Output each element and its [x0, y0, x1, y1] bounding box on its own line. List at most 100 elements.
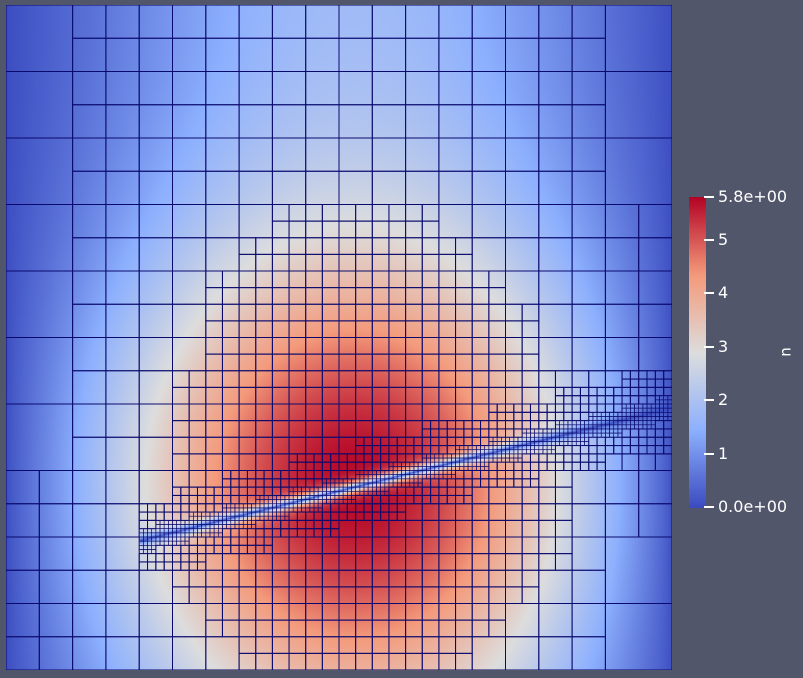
mesh-cell — [251, 520, 257, 525]
mesh-cell — [188, 586, 207, 604]
mesh-cell — [301, 486, 307, 492]
mesh-cell — [338, 71, 373, 106]
mesh-cell — [205, 520, 211, 525]
mesh-cell — [554, 470, 573, 488]
mesh-cell — [271, 220, 290, 239]
mesh-cell — [271, 370, 290, 388]
mesh-cell — [388, 470, 394, 475]
mesh-cell — [550, 428, 556, 434]
mesh-cell — [538, 370, 556, 388]
mesh-cell — [463, 457, 469, 463]
mesh-cell — [259, 503, 265, 509]
mesh-cell — [396, 478, 402, 484]
mesh-cell — [609, 416, 615, 421]
mesh-cell — [221, 536, 232, 546]
mesh-cell — [604, 470, 640, 505]
mesh-cell — [571, 569, 606, 604]
mesh-cell — [484, 466, 490, 471]
mesh-cell — [642, 412, 648, 417]
mesh-cell — [138, 532, 144, 538]
mesh-cell — [305, 507, 311, 513]
mesh-cell — [284, 507, 290, 513]
mesh-cell — [401, 466, 406, 471]
mesh-cell — [276, 507, 282, 513]
mesh-cell — [259, 495, 265, 500]
mesh-cell — [538, 432, 544, 438]
mesh-cell — [255, 536, 265, 546]
mesh-cell — [288, 353, 307, 372]
mesh-cell — [155, 536, 161, 542]
mesh-cell — [663, 370, 672, 380]
mesh-cell — [251, 524, 257, 529]
mesh-cell — [346, 503, 357, 513]
mesh-cell — [222, 507, 227, 513]
mesh-cell — [388, 474, 394, 480]
mesh-cell — [513, 428, 523, 438]
mesh-cell — [188, 403, 207, 422]
mesh-cell — [338, 470, 348, 480]
mesh-cell — [188, 511, 194, 517]
mesh-cell — [305, 499, 311, 505]
mesh-cell — [209, 528, 215, 534]
mesh-cell — [172, 5, 207, 39]
mesh-cell — [138, 270, 173, 305]
mesh-cell — [446, 466, 452, 471]
mesh-cell — [205, 536, 215, 546]
mesh-cell — [521, 519, 540, 538]
mesh-cell — [184, 540, 190, 546]
mesh-cell — [355, 270, 373, 289]
mesh-cell — [571, 71, 606, 106]
mesh-cell — [209, 532, 215, 538]
mesh-cell — [6, 503, 40, 538]
mesh-cell — [550, 445, 556, 451]
mesh-cell — [105, 137, 140, 172]
mesh-cell — [613, 420, 619, 426]
mesh-cell — [371, 137, 407, 172]
mesh-cell — [172, 337, 207, 372]
mesh-cell — [554, 411, 565, 422]
mesh-cell — [355, 436, 365, 447]
render-view[interactable] — [6, 5, 672, 670]
mesh-cell — [575, 424, 581, 430]
mesh-cell — [492, 436, 498, 442]
mesh-cell — [180, 544, 190, 555]
mesh-cell — [330, 499, 336, 505]
mesh-cell — [238, 386, 257, 405]
mesh-cell — [205, 104, 240, 139]
mesh-cell — [271, 569, 290, 588]
mesh-cell — [613, 386, 623, 397]
mesh-cell — [446, 436, 457, 447]
mesh-cell — [371, 478, 377, 484]
mesh-cell — [238, 528, 248, 538]
mesh-cell — [659, 416, 664, 421]
mesh-cell — [534, 449, 540, 455]
mesh-cell — [471, 536, 490, 555]
mesh-cell — [222, 511, 227, 517]
mesh-cell — [221, 337, 240, 355]
mesh-cell — [476, 457, 481, 463]
mesh-cell — [413, 494, 423, 505]
mesh-cell — [654, 420, 665, 430]
mesh-cell — [529, 420, 540, 430]
mesh-cell — [446, 470, 452, 475]
mesh-cell — [221, 403, 240, 422]
mesh-cell — [496, 457, 502, 463]
mesh-cell — [438, 478, 448, 488]
mesh-cell — [476, 445, 481, 451]
mesh-cell — [571, 432, 577, 438]
mesh-cell — [438, 386, 457, 405]
mesh-cell — [596, 416, 602, 421]
scalar-bar-tick-label: 2 — [718, 390, 729, 410]
mesh-cell — [305, 270, 323, 289]
mesh-cell — [209, 520, 215, 525]
mesh-cell — [405, 445, 415, 455]
mesh-cell — [405, 5, 440, 39]
mesh-cell — [72, 5, 107, 39]
mesh-cell — [396, 470, 402, 475]
mesh-cell — [321, 337, 340, 355]
mesh-cell — [496, 420, 506, 430]
mesh-cell — [359, 482, 365, 488]
mesh-cell — [205, 420, 223, 438]
mesh-cell — [592, 428, 598, 434]
mesh-cell — [530, 432, 535, 438]
